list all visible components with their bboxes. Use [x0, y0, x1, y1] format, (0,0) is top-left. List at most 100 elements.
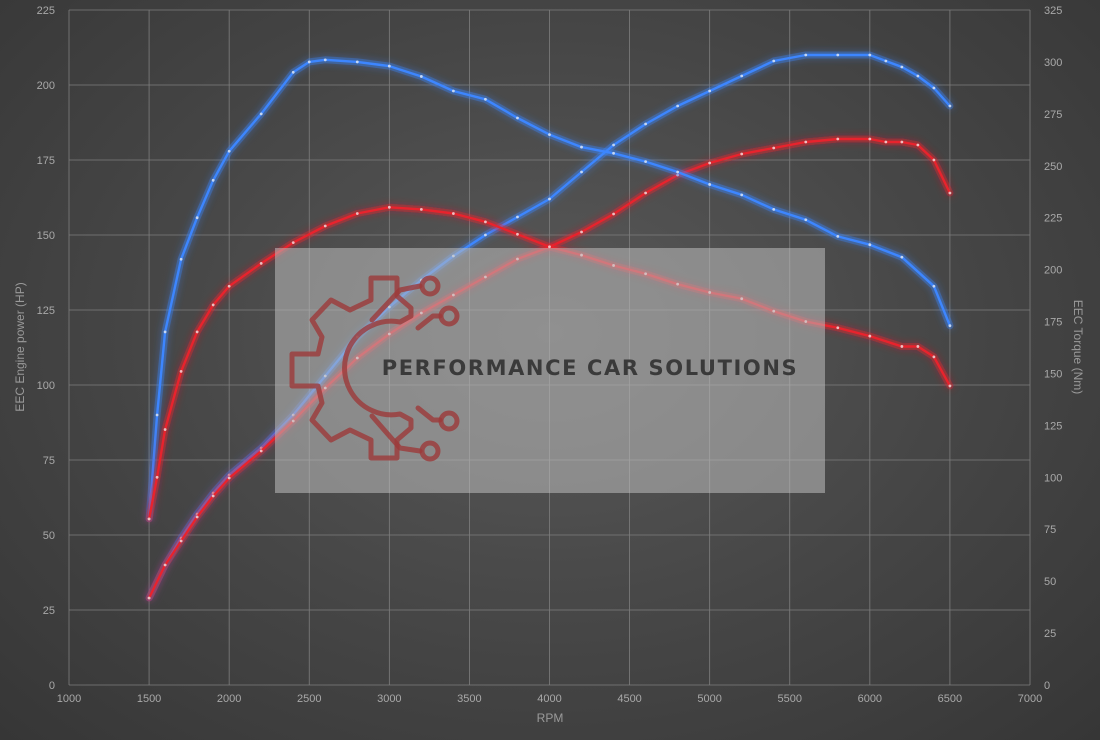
circuit-trace-4 — [369, 413, 423, 454]
series-1-point — [884, 140, 888, 144]
series-2-point — [740, 193, 744, 197]
series-1-point — [868, 137, 872, 141]
brand-name: PERFORMANCE CAR SOLUTIONS — [382, 356, 799, 380]
series-2-point — [419, 75, 423, 78]
x-tick-label: 6500 — [938, 693, 962, 705]
y-left-tick-label: 25 — [43, 605, 55, 617]
y-right-tick-label: 200 — [1044, 265, 1062, 277]
series-2-point — [612, 151, 615, 155]
series-2-point — [868, 243, 872, 247]
x-tick-label: 4000 — [537, 693, 561, 705]
series-1-point — [932, 158, 936, 162]
circuit-trace-3 — [415, 405, 443, 423]
y-right-tick-label: 50 — [1044, 576, 1056, 588]
series-lines — [145, 51, 954, 602]
series-2-point — [387, 64, 391, 68]
x-tick-label: 5000 — [697, 693, 721, 705]
series-2-point — [211, 178, 215, 182]
y-right-tick-label: 150 — [1044, 368, 1062, 380]
series-2-point — [900, 255, 904, 259]
circuit-node-3 — [438, 410, 460, 432]
watermark: PERFORMANCE CAR SOLUTIONS — [275, 248, 825, 493]
series-0-point — [676, 104, 680, 108]
series-2-point — [155, 413, 159, 417]
series-3-point — [948, 384, 952, 388]
series-3-point — [323, 224, 327, 228]
y-right-axis-ticks: 0 25 50 75 100 125 150 175 200 225 250 275 300 325 — [1044, 5, 1062, 692]
x-tick-label: 2500 — [297, 693, 321, 705]
series-3-point — [900, 345, 904, 348]
y-right-tick-label: 125 — [1044, 420, 1062, 432]
y-left-tick-label: 200 — [37, 80, 55, 92]
series-1-point — [900, 140, 904, 144]
series-0-point — [548, 197, 551, 201]
x-tick-label: 1000 — [57, 693, 81, 705]
gear-outline-icon — [289, 275, 414, 461]
series-0-point — [708, 89, 712, 93]
series-3-point — [147, 517, 151, 521]
watermark-box — [275, 248, 825, 493]
series-2-point — [932, 284, 936, 288]
series-0-point — [804, 53, 808, 57]
series-3-point — [211, 303, 215, 307]
series-3-point — [195, 330, 199, 334]
x-axis-title: RPM — [537, 711, 564, 725]
series-3-point — [259, 261, 263, 265]
x-tick-label: 3500 — [457, 693, 481, 705]
y-right-tick-label: 325 — [1044, 5, 1062, 17]
series-0-point — [916, 74, 920, 78]
series-2-point — [804, 218, 808, 222]
series-2-point — [307, 60, 311, 64]
series-2-point — [452, 89, 455, 93]
y-right-axis-title: EEC Torque (Nm) — [1071, 300, 1085, 394]
circuit-trace-2 — [415, 313, 443, 331]
circuit-node-4 — [419, 440, 441, 462]
series-1-point — [772, 146, 776, 150]
y-right-tick-label: 225 — [1044, 213, 1062, 225]
series-3-point — [387, 205, 391, 209]
y-right-tick-label: 25 — [1044, 628, 1056, 640]
series-1-point — [644, 191, 647, 195]
series-2-point — [323, 58, 327, 62]
series-0-point — [516, 215, 519, 219]
y-right-tick-label: 100 — [1044, 472, 1062, 484]
series-3-point — [916, 345, 920, 348]
series-2-point — [259, 112, 263, 116]
series-3-point — [155, 475, 159, 479]
x-tick-label: 1500 — [137, 693, 161, 705]
series-0-point — [884, 59, 888, 63]
x-tick-label: 5500 — [778, 693, 802, 705]
series-2-point — [644, 160, 647, 164]
y-left-tick-label: 175 — [37, 155, 55, 167]
series-1-point — [163, 563, 167, 567]
series-3-point — [419, 207, 423, 211]
series-2-point — [355, 60, 359, 64]
series-0-point — [932, 86, 936, 90]
y-left-tick-label: 225 — [37, 5, 55, 17]
series-3-point — [291, 241, 295, 245]
y-left-axis-ticks: 0 25 50 75 100 125 150 175 200 225 — [37, 5, 55, 692]
series-3-point — [179, 369, 183, 373]
series-3-point — [163, 428, 167, 431]
series-3-point — [484, 220, 487, 224]
series-2-point — [163, 330, 167, 334]
y-right-tick-label: 250 — [1044, 161, 1062, 173]
series-2-point — [179, 257, 183, 261]
series-2-point — [836, 234, 840, 238]
series-3-point — [932, 355, 936, 359]
series-1-point — [227, 476, 231, 480]
series-2-point — [580, 145, 583, 149]
series-3-point — [516, 232, 519, 236]
series-1-point — [211, 494, 215, 498]
y-right-tick-label: 0 — [1044, 680, 1050, 692]
series-3-point — [227, 284, 231, 288]
series-0-point — [612, 143, 615, 147]
y-left-tick-label: 125 — [37, 305, 55, 317]
series-2-point — [708, 183, 712, 186]
x-axis-ticks: 1000 1500 2000 2500 3000 3500 4000 4500 5000 5500… — [57, 693, 1042, 705]
series-0-point — [868, 53, 872, 57]
y-left-tick-label: 150 — [37, 230, 55, 242]
y-left-tick-label: 0 — [49, 680, 55, 692]
series-2-point — [516, 116, 519, 120]
series-3-point — [868, 334, 872, 338]
